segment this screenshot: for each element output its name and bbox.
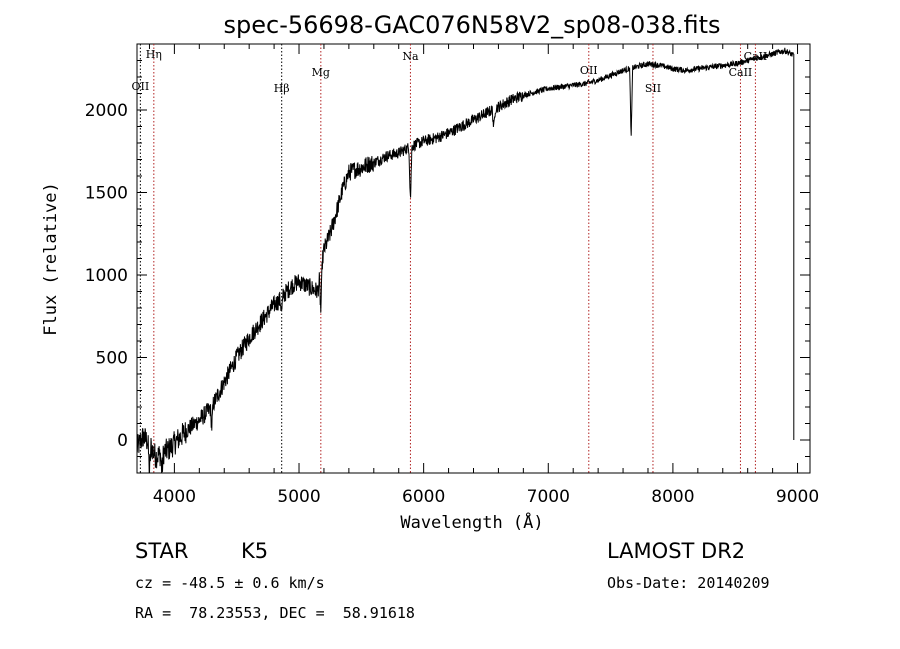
line-marker-label: OII <box>580 64 598 77</box>
chart-title: spec-56698-GAC076N58V2_sp08-038.fits <box>224 11 721 39</box>
redshift-text: cz = -48.5 ± 0.6 km/s <box>135 574 325 592</box>
y-tick-label: 0 <box>117 431 128 451</box>
x-tick-label: 5000 <box>277 487 320 507</box>
line-marker-label: Mg <box>312 66 330 79</box>
y-tick-label: 1500 <box>85 184 128 204</box>
line-marker-label: CaII <box>729 66 753 79</box>
line-marker-label: SII <box>645 82 661 95</box>
line-marker-label: OII <box>132 80 150 93</box>
spectral-subclass: K5 <box>241 539 269 563</box>
x-tick-label: 6000 <box>402 487 445 507</box>
x-tick-label: 9000 <box>776 487 819 507</box>
object-class: STAR <box>135 539 189 563</box>
x-tick-label: 7000 <box>527 487 570 507</box>
plot-frame <box>136 43 811 474</box>
observation-date: Obs-Date: 20140209 <box>607 574 770 592</box>
y-tick-label: 2000 <box>85 101 128 121</box>
line-marker-label: Na <box>402 50 419 63</box>
coordinates-text: RA = 78.23553, DEC = 58.91618 <box>135 604 415 622</box>
x-tick-label: 4000 <box>153 487 196 507</box>
axis-tick-layer: 4000 5000 6000 7000 8000 9000 0 500 1000 1500 2000 <box>85 44 819 507</box>
spectrum-line <box>136 47 795 474</box>
y-tick-label: 500 <box>96 349 128 369</box>
x-axis-label: Wavelength (Å) <box>400 511 543 533</box>
y-axis-label: Flux (relative) <box>41 182 61 336</box>
x-tick-label: 8000 <box>651 487 694 507</box>
line-marker-label: Hη <box>146 48 162 61</box>
y-tick-label: 1000 <box>85 266 128 286</box>
line-marker-label: Hβ <box>274 82 290 95</box>
survey-name: LAMOST DR2 <box>607 539 746 563</box>
